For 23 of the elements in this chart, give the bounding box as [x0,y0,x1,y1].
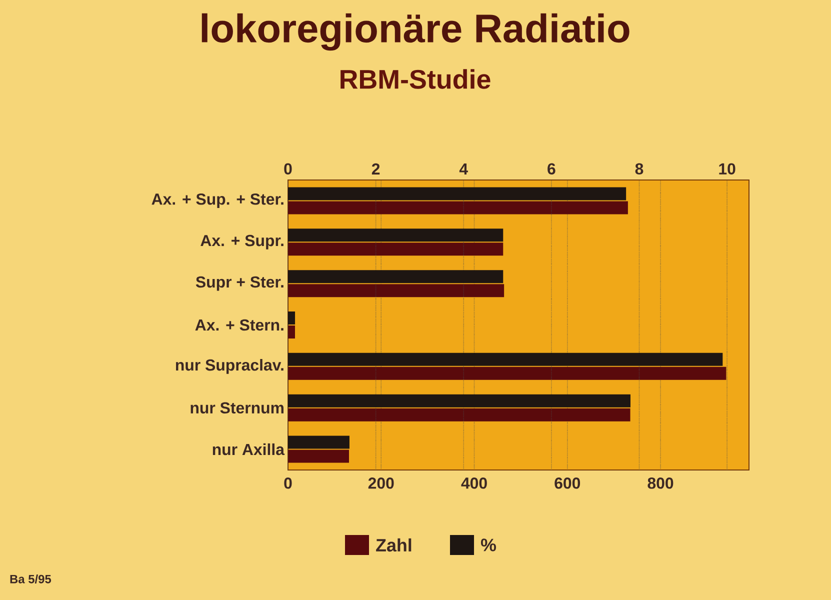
y-tick-label: nur Sternum [190,402,284,414]
chart-title: lokoregionäre Radiatio [202,13,630,51]
y-tick-label: Ax. + Supr. [200,234,284,250]
x2-tick-label: 4 [459,164,468,174]
x2-tick-label: 2 [372,163,380,174]
chart-subtitle: RBM-Studie [340,69,490,89]
x-tick-label: 200 [368,478,394,489]
x2-tick-label: 8 [635,163,644,174]
x-tick-label: 800 [648,478,674,489]
text: Ba 5/95 [10,574,52,584]
x-tick-label: 0 [284,478,292,489]
y-tick-label: Ax. + Stern. [195,319,284,331]
y-tick-label: nur Axilla [212,443,285,456]
x2-tick-label: 6 [548,163,556,174]
y-tick-label: Supr + Ster. [196,276,284,291]
y-tick-label: nur Supraclav. [176,359,284,374]
legend-label: Zahl [376,538,412,552]
legend-label: % [480,538,496,552]
y-tick-label: Ax. + Sup. + Ster. [152,194,284,208]
x2-tick-label: 10 [719,163,736,174]
x2-tick-label: 0 [284,163,292,174]
x-tick-label: 400 [461,478,487,489]
x-tick-label: 600 [554,478,580,489]
